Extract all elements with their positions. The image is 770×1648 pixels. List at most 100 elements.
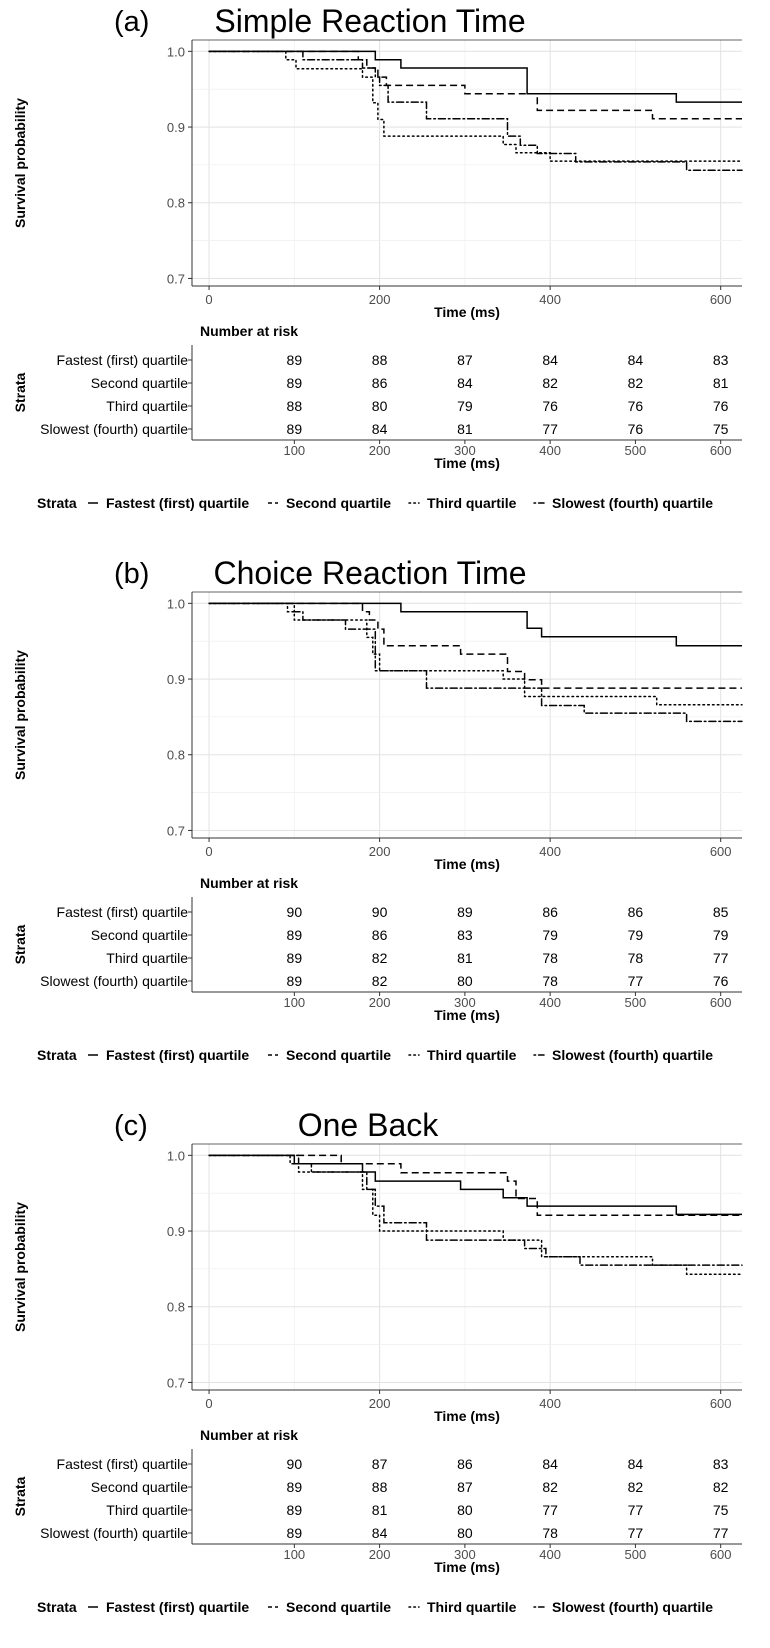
km-figure-c: (c) One Back 0.7 0.8 0.9 1.0 0 200 400 600 Time (m…: [12, 1107, 743, 1615]
legend-label: Fastest (first) quartile: [106, 495, 249, 511]
risk-x-tick-label: 600: [710, 1547, 732, 1562]
risk-cell: 83: [713, 1456, 729, 1472]
risk-x-tick-label: 200: [369, 1547, 391, 1562]
risk-cell: 76: [713, 398, 729, 414]
series-third-quartile: [208, 50, 743, 162]
risk-cell: 81: [457, 950, 473, 966]
x-tick-label: 600: [710, 1396, 732, 1411]
risk-row-label: Third quartile: [106, 1502, 188, 1518]
x-tick-label: 600: [710, 292, 732, 307]
x-tick-label: 600: [710, 844, 732, 859]
risk-x-tick-label: 200: [369, 443, 391, 458]
risk-table-x-title: Time (ms): [434, 1007, 500, 1023]
risk-cell: 85: [713, 904, 729, 920]
x-tick-label: 0: [205, 844, 212, 859]
risk-cell: 87: [457, 1479, 473, 1495]
risk-cell: 82: [628, 1479, 644, 1495]
risk-x-tick-label: 300: [454, 995, 476, 1010]
risk-cell: 76: [628, 421, 644, 437]
panel-label: (b): [114, 558, 149, 590]
risk-cell: 78: [542, 973, 558, 989]
series-third-quartile: [208, 1154, 743, 1275]
risk-cell: 86: [628, 904, 644, 920]
risk-cell: 83: [457, 927, 473, 943]
risk-cell: 79: [713, 927, 729, 943]
y-tick-label: 0.7: [167, 1375, 185, 1390]
risk-cell: 86: [372, 927, 388, 943]
risk-cell: 89: [287, 950, 303, 966]
panel-label: (c): [114, 1110, 148, 1142]
risk-table-title: Number at risk: [200, 323, 298, 339]
risk-cell: 90: [372, 904, 388, 920]
legend-label: Third quartile: [427, 495, 517, 511]
risk-x-tick-label: 500: [625, 995, 647, 1010]
y-tick-label: 1.0: [167, 596, 185, 611]
risk-row-label: Fastest (first) quartile: [57, 1456, 189, 1472]
risk-cell: 84: [542, 352, 558, 368]
risk-cell: 76: [713, 973, 729, 989]
risk-cell: 77: [713, 950, 729, 966]
y-tick-label: 0.8: [167, 748, 185, 763]
risk-cell: 89: [287, 1502, 303, 1518]
risk-cell: 89: [287, 973, 303, 989]
legend-title: Strata: [37, 1047, 77, 1063]
risk-row-label: Fastest (first) quartile: [57, 352, 189, 368]
legend: Strata Fastest (first) quartile Second qua…: [37, 1047, 713, 1063]
risk-cell: 89: [287, 421, 303, 437]
legend-label: Third quartile: [427, 1047, 517, 1063]
risk-cell: 78: [542, 950, 558, 966]
legend-label: Slowest (fourth) quartile: [552, 1047, 713, 1063]
series-slowest-fourth-quartile: [208, 602, 743, 723]
risk-x-tick-label: 100: [283, 443, 305, 458]
risk-x-tick-label: 100: [283, 995, 305, 1010]
y-axis-title: Survival probability: [12, 1202, 28, 1332]
risk-cell: 89: [287, 1479, 303, 1495]
risk-cell: 88: [372, 1479, 388, 1495]
chart-title: Simple Reaction Time: [214, 3, 525, 39]
y-tick-label: 1.0: [167, 1148, 185, 1163]
risk-x-tick-label: 400: [539, 443, 561, 458]
y-tick-label: 0.9: [167, 672, 185, 687]
x-tick-label: 400: [539, 844, 561, 859]
legend-label: Second quartile: [286, 1047, 391, 1063]
km-figure-b: (b) Choice Reaction Time 0.7 0.8 0.9 1.0 0 200 4…: [12, 555, 743, 1063]
risk-cell: 89: [287, 352, 303, 368]
legend-title: Strata: [37, 495, 77, 511]
risk-x-tick-label: 400: [539, 995, 561, 1010]
y-axis-title: Survival probability: [12, 98, 28, 228]
risk-cell: 82: [713, 1479, 729, 1495]
risk-cell: 76: [628, 398, 644, 414]
y-tick-label: 0.7: [167, 823, 185, 838]
chart-title: Choice Reaction Time: [213, 555, 526, 591]
risk-cell: 90: [287, 1456, 303, 1472]
x-axis-title: Time (ms): [434, 304, 500, 320]
series-third-quartile: [208, 602, 743, 706]
risk-row-label: Third quartile: [106, 950, 188, 966]
risk-cell: 84: [628, 352, 644, 368]
risk-cell: 89: [287, 1525, 303, 1541]
legend-label: Second quartile: [286, 1599, 391, 1615]
legend-label: Slowest (fourth) quartile: [552, 495, 713, 511]
x-tick-label: 0: [205, 292, 212, 307]
risk-cell: 88: [372, 352, 388, 368]
legend: Strata Fastest (first) quartile Second qua…: [37, 1599, 713, 1615]
risk-cell: 82: [628, 375, 644, 391]
risk-cell: 80: [457, 1525, 473, 1541]
risk-row-label: Second quartile: [91, 927, 189, 943]
risk-table-y-title: Strata: [12, 924, 28, 964]
risk-cell: 88: [287, 398, 303, 414]
x-tick-label: 400: [539, 1396, 561, 1411]
risk-x-tick-label: 200: [369, 995, 391, 1010]
risk-x-tick-label: 500: [625, 1547, 647, 1562]
risk-cell: 81: [457, 421, 473, 437]
series-slowest-fourth-quartile: [208, 1154, 743, 1266]
series-fastest-first-quartile: [209, 1154, 742, 1216]
panel-c: (c) One Back 0.7 0.8 0.9 1.0 0 200 400 600 Time (m…: [0, 1104, 770, 1648]
y-tick-label: 0.9: [167, 120, 185, 135]
x-tick-label: 200: [369, 844, 391, 859]
legend-label: Third quartile: [427, 1599, 517, 1615]
risk-table-y-title: Strata: [12, 372, 28, 412]
chart-title: One Back: [298, 1107, 440, 1143]
series-second-quartile: [209, 50, 742, 120]
series-fastest-first-quartile: [209, 50, 742, 103]
